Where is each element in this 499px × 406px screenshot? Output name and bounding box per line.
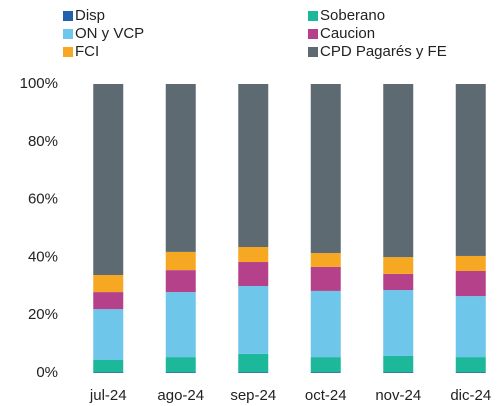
bar-segment	[93, 275, 124, 293]
legend-label: Caucion	[320, 25, 375, 42]
legend-label: ON y VCP	[75, 25, 144, 42]
bar-segment	[310, 266, 341, 291]
bar-segment	[93, 309, 124, 360]
bar-segment	[165, 251, 196, 271]
bar-segment	[310, 357, 341, 373]
legend-swatch	[63, 11, 73, 21]
x-tick-label: dic-24	[450, 387, 491, 404]
legend-swatch	[63, 29, 73, 39]
bar-segment	[165, 357, 196, 373]
bar-segment	[93, 372, 124, 373]
x-tick-label: sep-24	[230, 387, 276, 404]
bar-segment	[383, 273, 414, 291]
x-tick-label: oct-24	[305, 387, 347, 404]
bar-segment	[93, 292, 124, 310]
bar-segment	[310, 372, 341, 373]
y-tick-label: 0%	[36, 364, 58, 381]
bar-segment	[455, 84, 486, 256]
legend-label: FCI	[75, 43, 99, 60]
bar-segment	[383, 84, 414, 258]
bar-segment	[455, 255, 486, 271]
legend-label: Soberano	[320, 7, 385, 24]
y-tick-label: 20%	[28, 306, 58, 323]
x-tick-label: jul-24	[89, 387, 127, 404]
bar-segment	[93, 359, 124, 373]
bar-segment	[383, 372, 414, 373]
bar-segment	[165, 372, 196, 373]
bar-segment	[455, 357, 486, 373]
bar-segment	[165, 84, 196, 252]
y-tick-label: 80%	[28, 133, 58, 150]
bar-segment	[310, 290, 341, 358]
y-tick-label: 40%	[28, 248, 58, 265]
bar-segment	[238, 353, 269, 373]
y-tick-label: 100%	[20, 75, 58, 92]
bar-segment	[383, 355, 414, 373]
legend-label: CPD Pagarés y FE	[320, 43, 447, 60]
bar-segment	[310, 84, 341, 254]
legend-label: Disp	[75, 7, 105, 24]
bar-segment	[383, 290, 414, 356]
legend-swatch	[63, 47, 73, 57]
bar-segment	[238, 246, 269, 263]
bar-segment	[165, 270, 196, 293]
bar-segment	[165, 292, 196, 358]
x-tick-label: ago-24	[157, 387, 204, 404]
legend-swatch	[308, 11, 318, 21]
bar-segment	[238, 262, 269, 287]
bar-segment	[238, 372, 269, 373]
bar-segment	[93, 84, 124, 276]
bar-segment	[238, 84, 269, 247]
x-tick-label: nov-24	[375, 387, 421, 404]
y-tick-label: 60%	[28, 191, 58, 208]
bar-segment	[310, 253, 341, 267]
bar-segment	[383, 257, 414, 274]
bar-segment	[455, 296, 486, 358]
legend-swatch	[308, 47, 318, 57]
bar-segment	[455, 270, 486, 297]
bar-segment	[455, 372, 486, 373]
bar-segment	[238, 286, 269, 354]
legend-swatch	[308, 29, 318, 39]
